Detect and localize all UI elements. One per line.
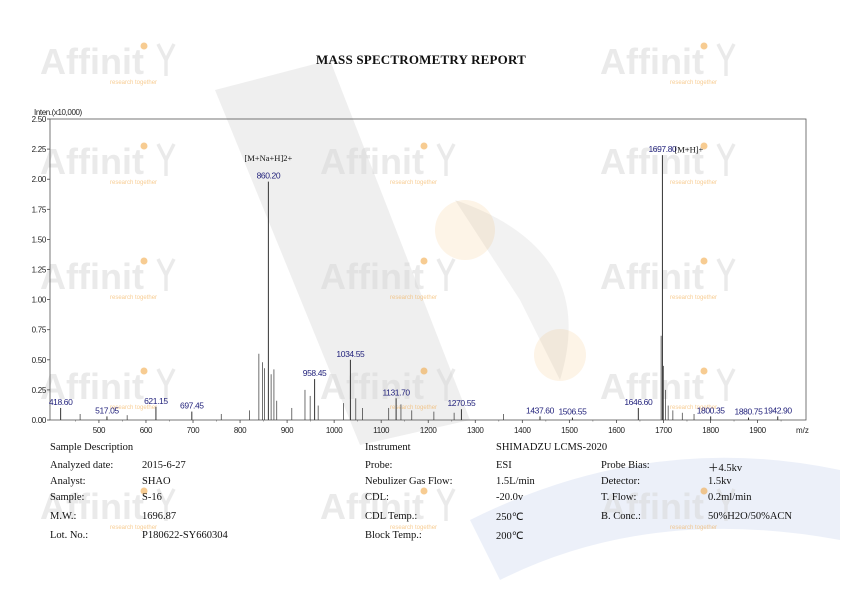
cdl-value: -20.0v bbox=[496, 492, 524, 503]
y-tick-label: 2.00 bbox=[32, 175, 47, 184]
probe-value: ESI bbox=[496, 460, 512, 471]
x-tick-label: 1600 bbox=[608, 426, 625, 435]
y-axis-label: Inten.(x10,000) bbox=[34, 108, 83, 117]
t-flow-value: 0.2ml/min bbox=[708, 492, 752, 503]
ion-annotation: [M+Na+H]2+ bbox=[244, 153, 292, 163]
instrument-header: Instrument bbox=[365, 442, 411, 453]
y-tick-label: 1.00 bbox=[32, 296, 47, 305]
peak-label: 1506.55 bbox=[558, 407, 587, 417]
report-title: MASS SPECTROMETRY REPORT bbox=[316, 52, 526, 67]
nebulizer-gas-flow-value: 1.5L/min bbox=[496, 476, 535, 487]
block-temp-label: Block Temp.: bbox=[365, 530, 422, 541]
x-tick-label: 1800 bbox=[702, 426, 719, 435]
y-tick-label: 2.25 bbox=[32, 145, 47, 154]
ion-annotation: [M+H]+ bbox=[674, 145, 703, 155]
cdl-label: CDL: bbox=[365, 492, 389, 503]
y-tick-label: 0.25 bbox=[32, 386, 47, 395]
y-tick-label: 0.75 bbox=[32, 326, 47, 335]
watermark-subtext: research together bbox=[670, 525, 717, 531]
block-temp-value: 200℃ bbox=[496, 531, 524, 542]
b-conc-value: 50%H2O/50%ACN bbox=[708, 511, 792, 522]
peak-label: 1437.60 bbox=[526, 405, 555, 415]
x-tick-label: 1200 bbox=[420, 426, 437, 435]
logo-dot-icon bbox=[700, 487, 708, 495]
x-tick-label: 1300 bbox=[467, 426, 484, 435]
analyst-value: SHAO bbox=[142, 476, 171, 487]
y-tick-label: 1.25 bbox=[32, 266, 47, 275]
analyst-label: Analyst: bbox=[50, 476, 86, 487]
analyzed-date-label: Analyzed date: bbox=[50, 460, 114, 471]
mass-spectrum-chart: 0.00 0.25 0.50 0.75 1.00 1.25 1.50 1.75 2.00 2.25… bbox=[32, 108, 809, 435]
analyzed-date-value: 2015-6-27 bbox=[142, 460, 186, 471]
x-tick-label: 1100 bbox=[373, 426, 390, 435]
sample-value: S-16 bbox=[142, 492, 162, 503]
nebulizer-gas-flow-label: Nebulizer Gas Flow: bbox=[365, 476, 453, 487]
cdl-temp-label: CDL Temp.: bbox=[365, 511, 418, 522]
sample-description-header: Sample Description bbox=[50, 442, 134, 453]
probe-bias-label: Probe Bias: bbox=[601, 460, 650, 471]
y-tick-label: 0.50 bbox=[32, 356, 47, 365]
probe-label: Probe: bbox=[365, 460, 393, 471]
peak-label: 1880.75 bbox=[735, 407, 764, 417]
peak-label: 1131.70 bbox=[382, 387, 410, 397]
detector-value: 1.5kv bbox=[708, 476, 732, 487]
mw-label: M.W.: bbox=[50, 511, 77, 522]
x-tick-label: 1900 bbox=[749, 426, 766, 435]
peak-label: 958.45 bbox=[303, 368, 327, 378]
cdl-temp-value: 250℃ bbox=[496, 512, 524, 523]
x-tick-label: 900 bbox=[281, 426, 294, 435]
x-tick-label: 600 bbox=[140, 426, 153, 435]
plot-frame bbox=[49, 118, 807, 421]
peak-label: 1270.55 bbox=[447, 398, 476, 408]
lot-no-value: P180622-SY660304 bbox=[142, 530, 228, 541]
peak-label: 418.60 bbox=[49, 397, 73, 407]
x-tick-label: 1000 bbox=[326, 426, 343, 435]
x-tick-label: 1400 bbox=[514, 426, 531, 435]
x-tick-label: 1700 bbox=[655, 426, 672, 435]
x-tick-label: 700 bbox=[187, 426, 200, 435]
b-conc-label: B. Conc.: bbox=[601, 511, 641, 522]
peak-label: 860.20 bbox=[257, 171, 281, 181]
y-tick-label: 1.75 bbox=[32, 205, 47, 214]
x-tick-label: 1500 bbox=[561, 426, 578, 435]
peak-label: 517.05 bbox=[95, 405, 119, 415]
x-tick-label: 500 bbox=[93, 426, 106, 435]
peak-label: 697.45 bbox=[180, 401, 204, 411]
y-tick-label: 0.00 bbox=[32, 416, 47, 425]
x-tick-label: 800 bbox=[234, 426, 247, 435]
peak-label: 1646.60 bbox=[624, 397, 653, 407]
lot-no-label: Lot. No.: bbox=[50, 530, 89, 541]
x-axis-label: m/z bbox=[796, 426, 809, 435]
y-tick-label: 2.50 bbox=[32, 115, 47, 124]
peak-label: 1697.80 bbox=[648, 144, 677, 154]
peak-label: 1942.90 bbox=[764, 405, 793, 415]
sample-label: Sample: bbox=[50, 492, 85, 503]
y-tick-label: 1.50 bbox=[32, 235, 47, 244]
logo-y-icon bbox=[436, 488, 456, 521]
t-flow-label: T. Flow: bbox=[601, 492, 637, 503]
peak-label: 621.15 bbox=[144, 396, 168, 406]
logo-dot-icon bbox=[420, 487, 428, 495]
instrument-model: SHIMADZU LCMS-2020 bbox=[496, 442, 608, 453]
probe-bias-value: ＋4.5kv bbox=[708, 463, 743, 474]
peak-label: 1034.55 bbox=[336, 349, 365, 359]
mw-value: 1696.87 bbox=[142, 511, 177, 522]
detector-label: Detector: bbox=[601, 476, 641, 487]
peak-label: 1800.35 bbox=[697, 405, 726, 415]
